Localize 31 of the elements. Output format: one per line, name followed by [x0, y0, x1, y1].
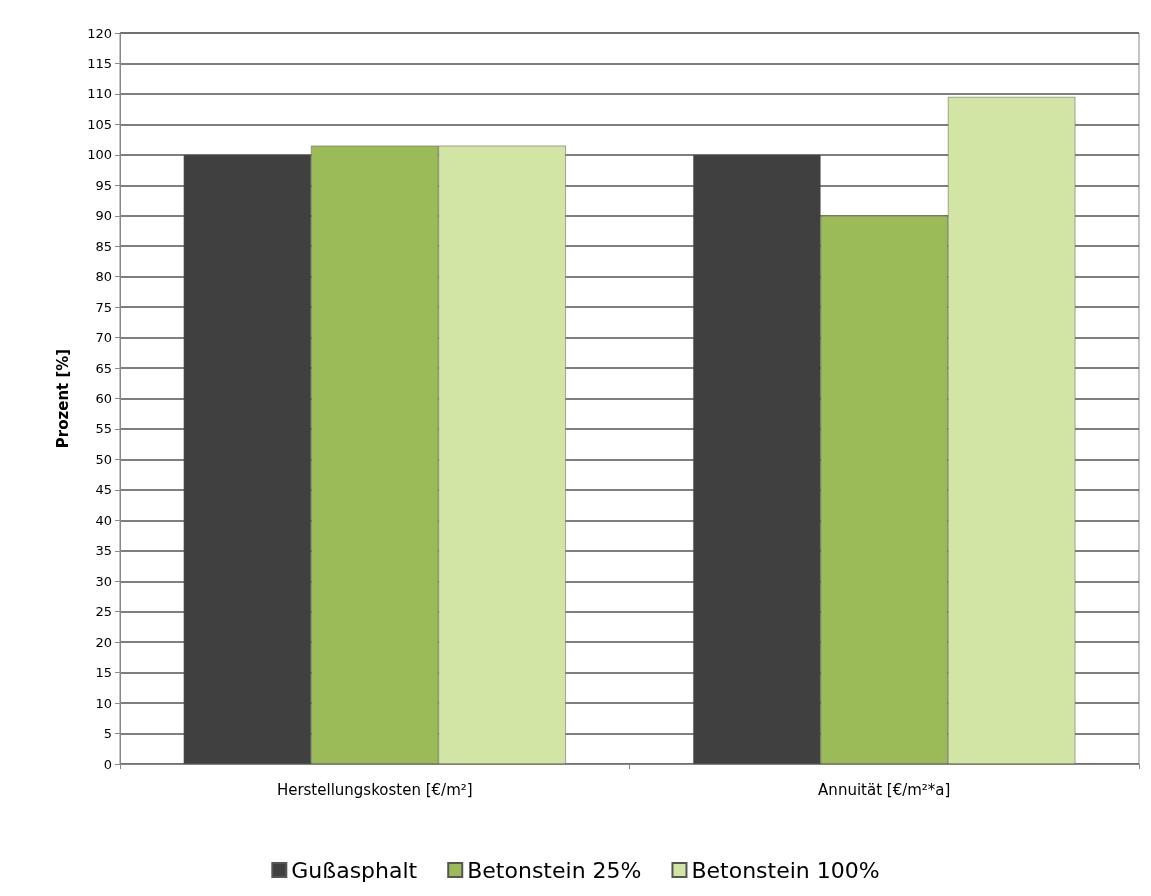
y-tick-label: 5 — [103, 726, 112, 742]
y-tick-label: 65 — [95, 360, 112, 376]
y-tick-label: 25 — [95, 604, 112, 620]
y-tick-label: 30 — [95, 573, 112, 589]
y-tick-label: 0 — [103, 756, 112, 772]
y-tick-label: 75 — [95, 299, 112, 315]
y-tick-label: 85 — [95, 238, 112, 254]
y-tick-label: 60 — [95, 391, 112, 406]
y-tick-label: 80 — [95, 269, 112, 285]
y-tick-label: 70 — [95, 330, 112, 346]
legend-label: Betonstein 100% — [691, 857, 880, 883]
x-tick-label: Herstellungskosten [€/m²] — [276, 780, 473, 799]
y-tick-label: 120 — [87, 25, 112, 41]
y-tick-label: 100 — [87, 147, 112, 163]
y-tick-label: 110 — [87, 86, 112, 102]
y-tick-label: 95 — [95, 177, 112, 193]
legend-label: Gußasphalt — [291, 857, 418, 883]
legend-label: Betonstein 25% — [467, 857, 642, 883]
y-axis-title: Prozent [%] — [53, 348, 72, 449]
y-tick-label: 40 — [95, 512, 112, 528]
x-tick-label: Annuität [€/m²*a] — [818, 780, 951, 799]
y-tick-label: 20 — [95, 634, 112, 650]
y-tick-label: 10 — [95, 695, 112, 711]
y-tick-label: 15 — [95, 665, 112, 681]
y-tick-label: 55 — [95, 421, 112, 437]
y-tick-label: 90 — [95, 208, 112, 224]
y-tick-label: 105 — [87, 116, 112, 132]
y-tick-label: 45 — [95, 482, 112, 498]
y-tick-label: 35 — [95, 543, 112, 559]
y-tick-label: 50 — [95, 451, 112, 467]
y-tick-label: 115 — [87, 55, 112, 71]
